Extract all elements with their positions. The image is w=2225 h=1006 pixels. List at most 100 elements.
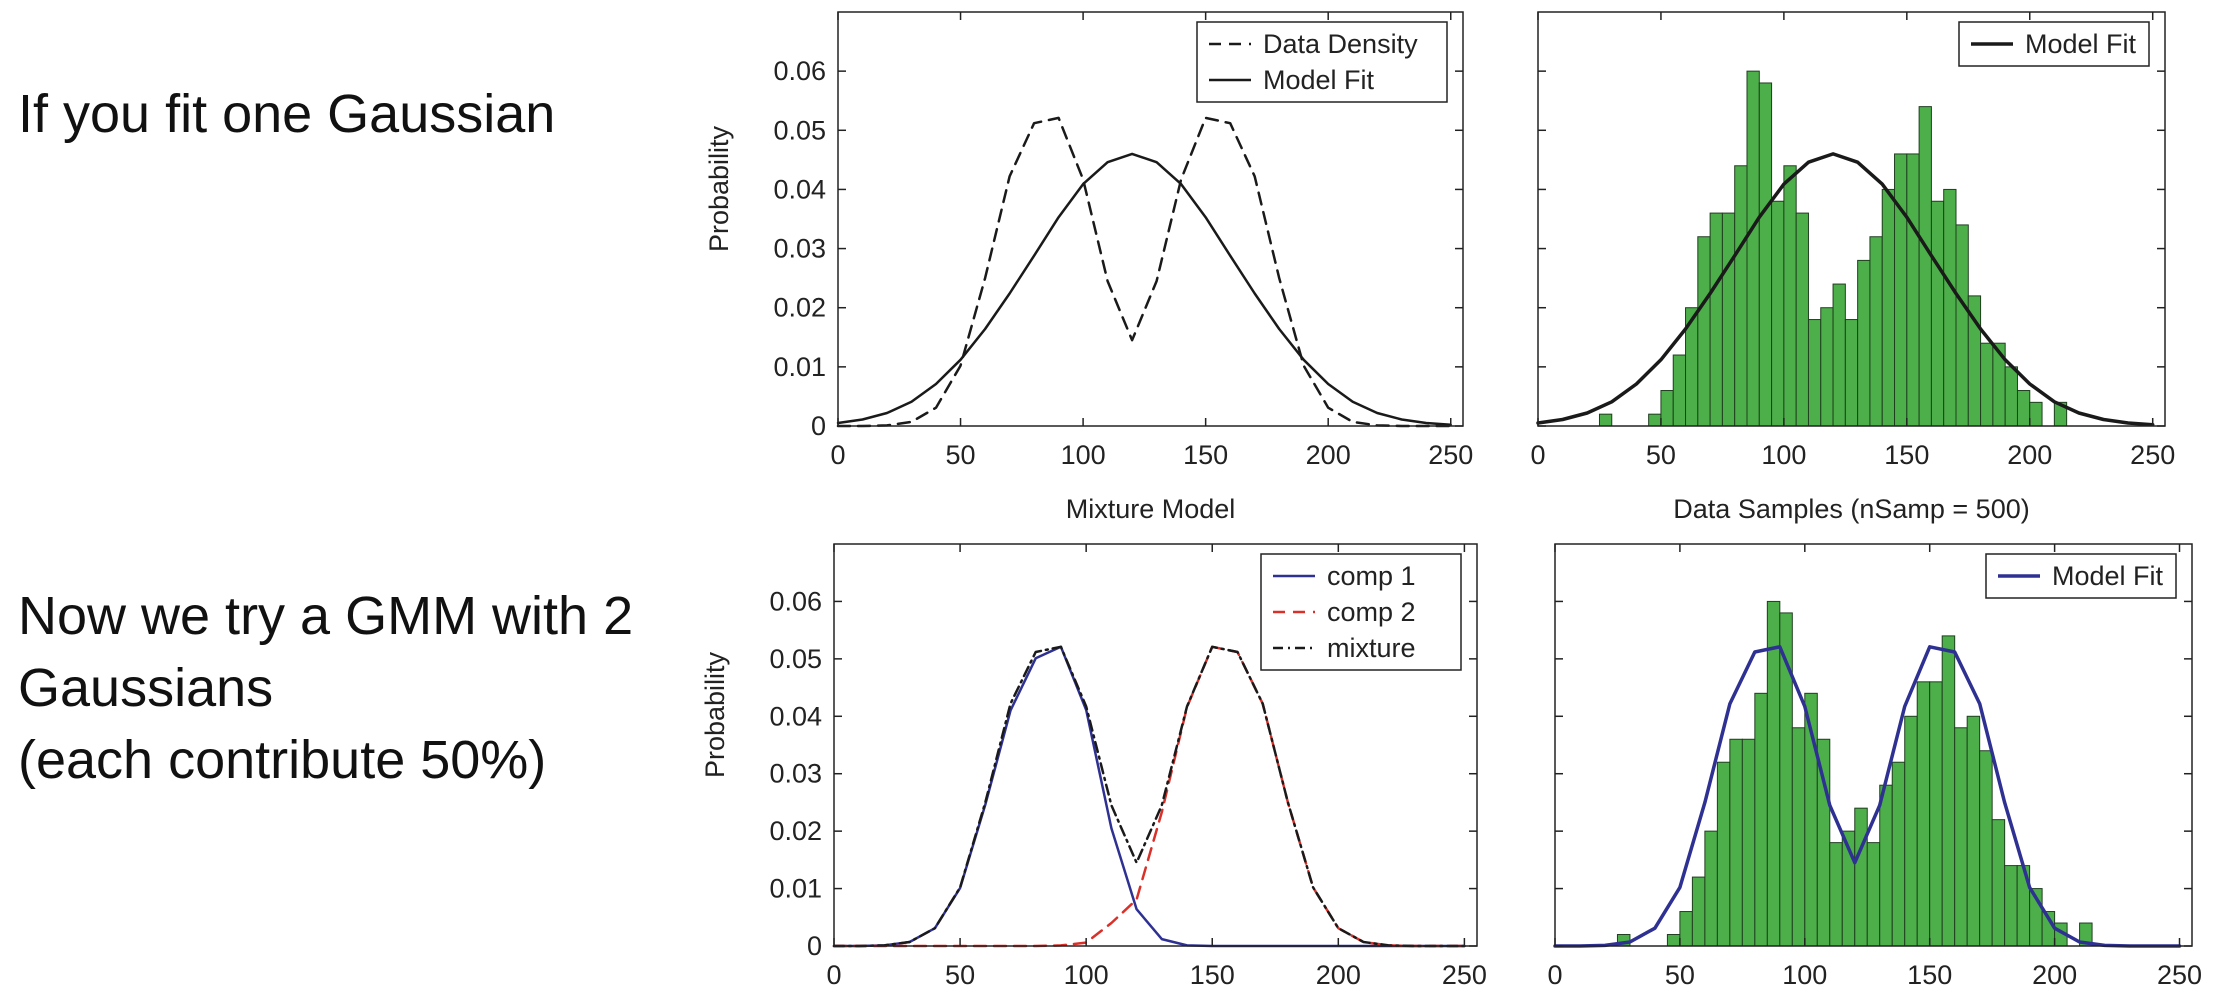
- histogram-bar: [1709, 212, 1723, 427]
- histogram-bar: [1721, 212, 1736, 427]
- x-tick-label: 150: [1907, 960, 1952, 990]
- chart-panel-3: 0 50 100 150 200 250 0 0.01 0.02 0.03 0.04 0.05 0.06…: [700, 543, 1487, 990]
- plot-frame: [1554, 543, 2193, 947]
- y-tick-label: 0.03: [769, 759, 822, 789]
- histogram-bar: [1955, 224, 1969, 427]
- series-line-2: [832, 645, 1466, 948]
- x-tick-label: 50: [1646, 440, 1676, 470]
- legend-entry: Data Density: [1263, 29, 1418, 59]
- histogram-bar: [1904, 715, 1918, 947]
- histogram-bar: [1754, 692, 1768, 947]
- y-tick-label: 0.02: [769, 816, 822, 846]
- histogram-bar: [1741, 738, 1756, 947]
- histogram-bar: [2029, 401, 2043, 427]
- y-tick-label: 0.05: [773, 115, 826, 145]
- y-tick-label: 0: [811, 411, 826, 441]
- histogram-bar: [1691, 876, 1706, 947]
- x-tick-label: 200: [2007, 440, 2052, 470]
- histogram-bar: [1704, 830, 1718, 947]
- y-tick-label: 0.02: [773, 293, 826, 323]
- x-axis-label: Mixture Model: [1066, 494, 1236, 524]
- histogram-bar: [1894, 153, 1908, 427]
- legend-entry: Model Fit: [2025, 29, 2137, 59]
- series-line-1: [836, 116, 1452, 428]
- x-tick-label: 0: [830, 440, 845, 470]
- chart-panel-1: 0 50 100 150 200 250 0 0.01 0.02 0.03 0.04 0.05 0.06…: [704, 11, 1473, 524]
- histogram-bar: [1854, 807, 1868, 947]
- y-tick-label: 0: [807, 931, 822, 961]
- histogram-bar: [1857, 259, 1871, 427]
- histogram-bar: [1966, 715, 1981, 947]
- legend: Model Fit: [1958, 21, 2150, 67]
- histogram-bar: [1881, 188, 1896, 427]
- histogram-bar: [1648, 413, 1662, 427]
- histogram-bar: [1795, 212, 1809, 427]
- histogram-bar: [1666, 934, 1681, 947]
- plot-frame: [1537, 11, 2166, 427]
- histogram-bar: [1729, 738, 1743, 947]
- x-tick-label: 200: [1316, 960, 1361, 990]
- histogram-bar: [1930, 200, 1945, 427]
- x-tick-label: 250: [2130, 440, 2175, 470]
- histogram-bar: [1916, 681, 1931, 947]
- histogram-bar: [1820, 307, 1834, 427]
- histogram-bar: [1906, 153, 1920, 427]
- histogram-bar: [1829, 842, 1843, 947]
- x-tick-label: 150: [1884, 440, 1929, 470]
- x-tick-label: 100: [1782, 960, 1827, 990]
- x-tick-label: 50: [946, 440, 976, 470]
- x-tick-label: 100: [1061, 440, 1106, 470]
- histogram-bar: [1771, 200, 1785, 427]
- y-tick-label: 0.01: [769, 874, 822, 904]
- legend-box: [1196, 21, 1448, 103]
- histogram-bar: [1807, 319, 1822, 427]
- x-tick-label: 250: [1428, 440, 1473, 470]
- legend: Data Density Model Fit: [1196, 21, 1448, 103]
- x-tick-label: 0: [826, 960, 841, 990]
- legend: Model Fit: [1985, 553, 2177, 599]
- histogram-bar: [1660, 390, 1674, 427]
- series-line-1: [1536, 152, 2155, 427]
- slide-caption-gmm-line2: Gaussians: [18, 658, 274, 718]
- y-tick-label: 0.04: [773, 174, 826, 204]
- histogram-bar: [1734, 165, 1748, 427]
- histogram-bar: [1791, 727, 1806, 947]
- series-line-1: [1553, 645, 2182, 948]
- chart-panel-4: 0 50 100 150 200 250 Model Fit: [1547, 543, 2202, 990]
- x-tick-label: 100: [1064, 960, 1109, 990]
- histogram-bar: [1954, 727, 1968, 947]
- x-tick-label: 250: [1442, 960, 1487, 990]
- x-tick-label: 200: [1306, 440, 1351, 470]
- y-tick-label: 0.06: [773, 56, 826, 86]
- histogram-bar: [1991, 819, 2006, 947]
- histogram-bar: [1941, 635, 1956, 947]
- y-tick-label: 0.06: [769, 586, 822, 616]
- histogram-bar: [1746, 70, 1760, 427]
- histogram-bar: [2016, 390, 2031, 427]
- y-axis-label: Probability: [700, 651, 730, 778]
- series-line-3: [832, 645, 1466, 948]
- histogram-bar: [1879, 784, 1893, 947]
- y-tick-label: 0.01: [773, 352, 826, 382]
- x-tick-label: 150: [1183, 440, 1228, 470]
- legend-entry: Model Fit: [1263, 65, 1375, 95]
- y-tick-label: 0.04: [769, 701, 822, 731]
- histogram-bar: [1832, 283, 1846, 427]
- histogram-bar: [1716, 761, 1731, 947]
- histogram-bar: [1979, 750, 1993, 947]
- histogram-bar: [2004, 366, 2018, 427]
- histogram-bar: [1943, 188, 1957, 427]
- slide-caption-gmm-line3: (each contribute 50%): [18, 730, 547, 790]
- x-tick-label: 200: [2032, 960, 2077, 990]
- histogram-bar: [1697, 236, 1711, 427]
- histogram-bar: [1918, 106, 1932, 427]
- histogram-bar: [1891, 761, 1906, 947]
- histogram-bar: [1783, 165, 1797, 427]
- x-tick-label: 50: [1665, 960, 1695, 990]
- plot-frame: [833, 543, 1478, 947]
- legend-entry: comp 1: [1327, 561, 1416, 591]
- slide-caption-one-gaussian: If you fit one Gaussian: [18, 84, 556, 144]
- series-line-1: [832, 645, 1466, 948]
- histogram-bar: [1679, 911, 1693, 947]
- y-tick-label: 0.03: [773, 234, 826, 264]
